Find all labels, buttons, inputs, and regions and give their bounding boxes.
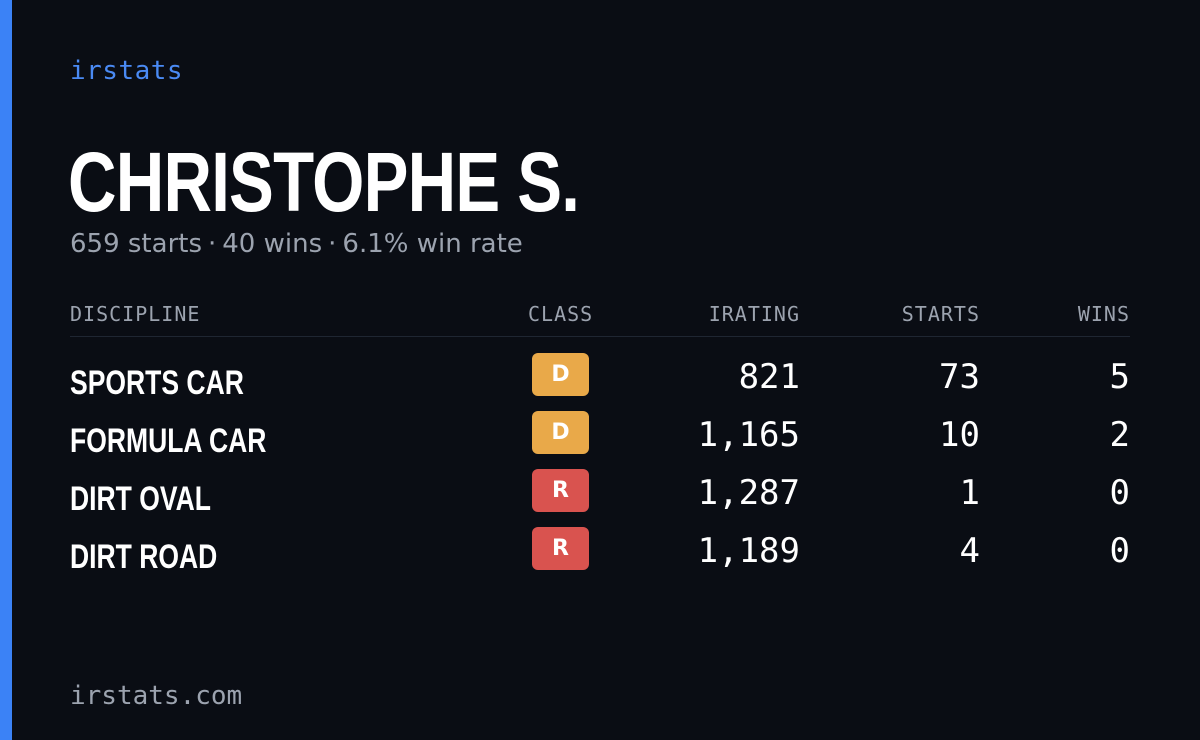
winrate-summary: 6.1% win rate — [342, 229, 523, 259]
starts-value: 4 — [959, 531, 980, 571]
footer-url: irstats.com — [70, 681, 243, 711]
starts-value: 73 — [939, 357, 980, 397]
irating-value: 1,287 — [697, 473, 800, 513]
table-row: DIRT ROAD R 1,189 4 0 — [70, 527, 1130, 585]
table-row: SPORTS CAR D 821 73 5 — [70, 353, 1130, 411]
irating-value: 1,189 — [697, 531, 800, 571]
discipline-name: SPORTS CAR — [70, 364, 244, 402]
starts-value: 10 — [939, 415, 980, 455]
header-starts: STARTS — [901, 302, 980, 326]
table-header: DISCIPLINE CLASS IRATING STARTS WINS — [70, 298, 1130, 337]
separator: · — [208, 229, 217, 259]
stats-table: DISCIPLINE CLASS IRATING STARTS WINS SPO… — [70, 298, 1130, 576]
wins-summary: 40 wins — [222, 229, 323, 259]
discipline-name: FORMULA CAR — [70, 422, 267, 460]
header-wins: WINS — [1077, 302, 1130, 326]
irating-value: 1,165 — [697, 415, 800, 455]
driver-summary: 659 starts · 40 wins · 6.1% win rate — [70, 229, 523, 259]
table-body: SPORTS CAR D 821 73 5 FORMULA CAR D 1,16… — [70, 353, 1130, 585]
wins-value: 2 — [1109, 415, 1130, 455]
table-row: FORMULA CAR D 1,165 10 2 — [70, 411, 1130, 469]
header-class: CLASS — [528, 302, 594, 326]
wins-value: 0 — [1109, 473, 1130, 513]
discipline-name: DIRT OVAL — [70, 480, 211, 518]
discipline-name: DIRT ROAD — [70, 538, 218, 576]
class-badge: D — [532, 353, 589, 396]
driver-name: CHRISTOPHE S. — [68, 135, 580, 229]
class-badge: R — [532, 527, 589, 570]
class-badge: R — [532, 469, 589, 512]
brand-logo: irstats — [70, 56, 184, 86]
starts-value: 1 — [959, 473, 980, 513]
class-badge: D — [532, 411, 589, 454]
irating-value: 821 — [738, 357, 800, 397]
table-row: DIRT OVAL R 1,287 1 0 — [70, 469, 1130, 527]
wins-value: 5 — [1109, 357, 1130, 397]
accent-bar — [0, 0, 12, 740]
separator: · — [328, 229, 337, 259]
header-irating: IRATING — [708, 302, 800, 326]
header-discipline: DISCIPLINE — [70, 302, 201, 326]
starts-summary: 659 starts — [70, 229, 202, 259]
wins-value: 0 — [1109, 531, 1130, 571]
